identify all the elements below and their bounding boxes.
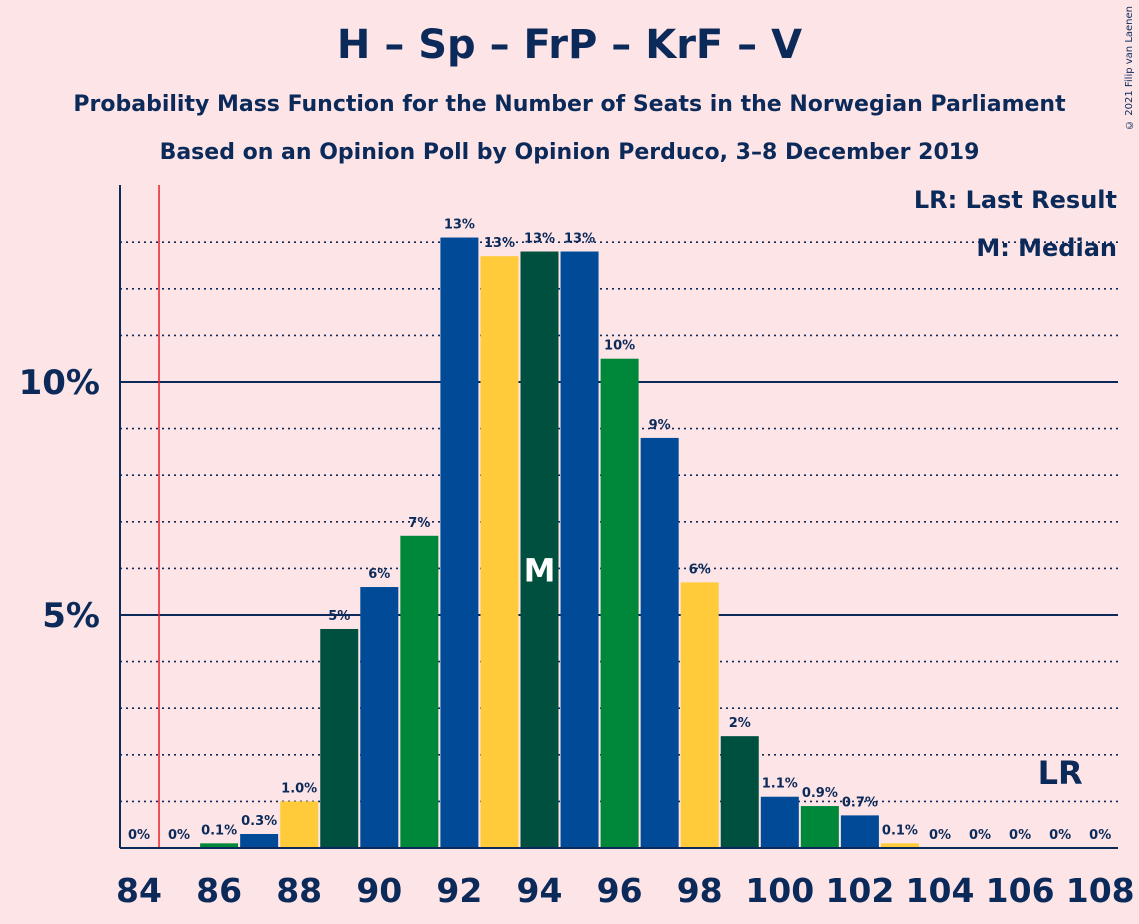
bar-value-label: 9%: [649, 418, 671, 433]
x-tick-label: 104: [906, 871, 975, 910]
chart-title: H – Sp – FrP – KrF – V: [336, 22, 803, 68]
x-tick-label: 92: [436, 871, 482, 910]
bar: [360, 587, 399, 848]
bar-value-label: 0%: [128, 828, 150, 843]
bar: [560, 251, 599, 848]
bar-value-label: 0.1%: [882, 823, 918, 838]
bar-value-label: 0.1%: [201, 823, 237, 838]
x-tick-label: 84: [116, 871, 162, 910]
bar-value-label: 5%: [328, 609, 350, 624]
x-tick-label: 90: [356, 871, 402, 910]
bar-value-label: 6%: [368, 567, 390, 582]
bar: [240, 834, 279, 848]
bar-value-label: 0.7%: [842, 795, 878, 810]
x-tick-label: 88: [276, 871, 322, 910]
legend-median: M: Median: [976, 234, 1117, 262]
bar-value-label: 1.1%: [762, 777, 798, 792]
bar-value-label: 0%: [1049, 828, 1071, 843]
x-tick-label: 98: [677, 871, 723, 910]
bar-value-label: 6%: [689, 562, 711, 577]
bar: [440, 237, 479, 849]
bar: [520, 251, 559, 848]
bar-value-label: 13%: [524, 232, 555, 247]
bar: [760, 796, 799, 848]
bar-value-label: 13%: [564, 232, 595, 247]
bar-value-label: 10%: [604, 339, 635, 354]
bar-labels: 0% 0% 0.1% 0.3% 1.0% 5% 6% 7% 13% 13% 13% M 13% 10% 9%…: [128, 218, 1111, 843]
bar-value-label: 0%: [969, 828, 991, 843]
x-tick-label: 106: [986, 871, 1055, 910]
bar: [400, 535, 439, 848]
x-tick-label: 100: [745, 871, 814, 910]
bar: [600, 358, 639, 848]
bar: [880, 843, 919, 848]
last-result-marker: LR: [1038, 754, 1083, 792]
bar-value-label: 13%: [444, 218, 475, 233]
bar: [680, 582, 719, 848]
bar: [720, 736, 759, 848]
bar-value-label: 0%: [168, 828, 190, 843]
bar-value-label: 0.9%: [802, 786, 838, 801]
y-tick-label: 10%: [19, 363, 100, 403]
x-tick-label: 96: [597, 871, 643, 910]
bar-value-label: 7%: [408, 516, 430, 531]
bar: [640, 437, 679, 848]
x-tick-label: 108: [1066, 871, 1135, 910]
bar: [200, 843, 239, 848]
chart-subtitle: Probability Mass Function for the Number…: [73, 92, 1066, 117]
y-tick-label: 5%: [42, 596, 100, 636]
bar-value-label: 13%: [484, 236, 515, 251]
median-marker: M: [524, 552, 556, 590]
bar: [800, 806, 839, 848]
x-tick-label: 86: [196, 871, 242, 910]
axes: 5% 10% 84 86 88 90 92 94 96 98 100 102 104 106 108: [19, 185, 1135, 910]
bar-value-label: 0%: [929, 828, 951, 843]
x-tick-label: 94: [517, 871, 563, 910]
bar: [280, 801, 319, 848]
bar-value-label: 0%: [1089, 828, 1111, 843]
bar-value-label: 2%: [729, 716, 751, 731]
chart-source-subtitle: Based on an Opinion Poll by Opinion Perd…: [159, 140, 980, 165]
legend-last-result: LR: Last Result: [913, 186, 1117, 214]
bar-value-label: 0%: [1009, 828, 1031, 843]
x-tick-label: 102: [825, 871, 894, 910]
bar: [840, 815, 879, 848]
bar: [480, 256, 519, 848]
bar-value-label: 1.0%: [281, 781, 317, 796]
bar: [320, 628, 359, 848]
bars: [200, 237, 919, 849]
bar-value-label: 0.3%: [241, 814, 277, 829]
